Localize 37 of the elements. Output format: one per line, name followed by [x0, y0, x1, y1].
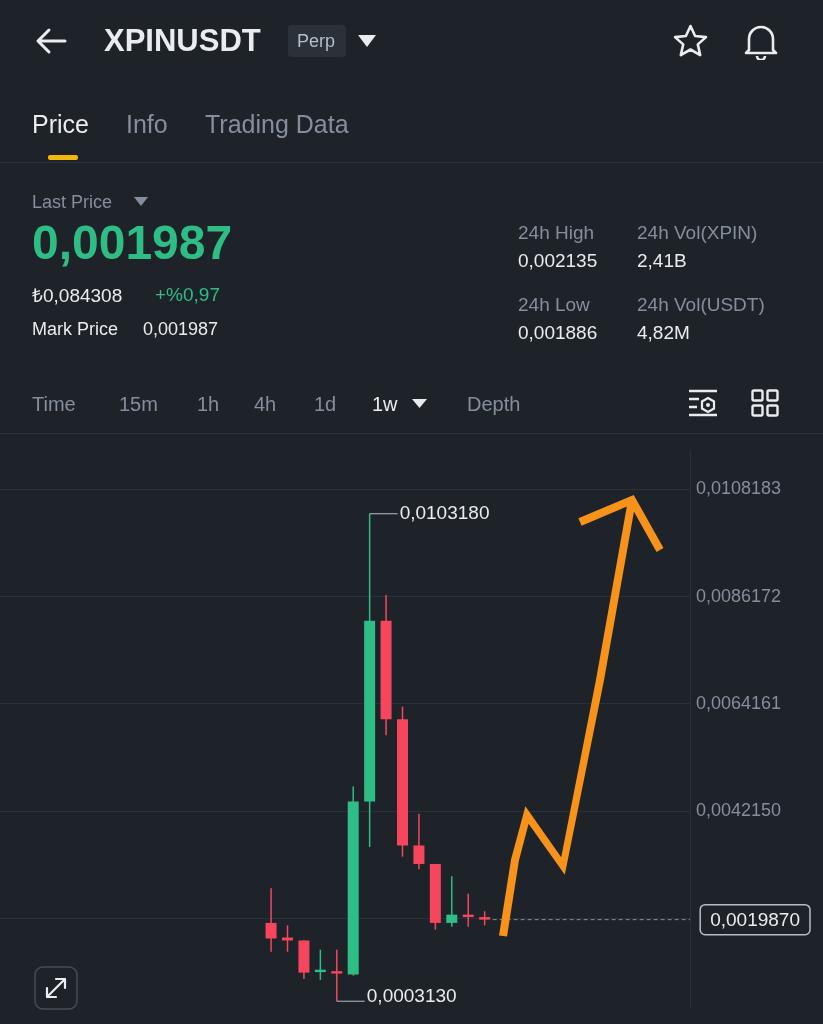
text: 24h Vol(USDT)	[637, 294, 765, 316]
candlestick	[265, 887, 277, 953]
text: 0,001987	[32, 214, 233, 270]
text: Trading Data	[205, 109, 349, 139]
ref-line-label: 0,0019870	[710, 908, 801, 930]
annotation: 0,0003130	[366, 984, 457, 1006]
annotation: 0,0103180	[399, 502, 490, 524]
text: 4h	[254, 392, 277, 416]
text: Mark Price	[32, 318, 119, 340]
text: 0,001987	[143, 318, 219, 340]
chart-title: XPINUSDT	[104, 23, 261, 59]
text: 1h	[197, 392, 220, 416]
candlestick	[331, 948, 343, 1002]
text: Last Price	[32, 191, 113, 213]
text: 15m	[119, 392, 158, 416]
text: 2,41B	[637, 250, 687, 272]
text: 24h Vol(XPIN)	[637, 222, 758, 244]
candlestick	[413, 813, 425, 871]
text: 1d	[314, 392, 337, 416]
y-tick-label: 0,0086172	[696, 585, 782, 606]
text: 24h Low	[518, 294, 590, 316]
y-tick-label: 0,0108183	[696, 478, 782, 499]
text: ₺0,084308	[32, 284, 123, 308]
chart-subtitle: Perp	[297, 30, 336, 52]
text: Time	[32, 392, 76, 416]
text: Price	[32, 109, 89, 139]
text: +%0,97	[155, 284, 220, 306]
text: 4,82M	[637, 322, 690, 344]
text: 0,001886	[518, 322, 598, 344]
text: 0,002135	[518, 250, 598, 272]
text: Depth	[467, 392, 521, 416]
text: 24h High	[518, 222, 595, 244]
y-tick-label: 0,0042150	[696, 800, 782, 821]
y-tick-label: 0,0064161	[696, 692, 782, 713]
candlestick	[446, 875, 458, 928]
text: 1w	[372, 392, 398, 416]
text: Info	[126, 109, 168, 139]
